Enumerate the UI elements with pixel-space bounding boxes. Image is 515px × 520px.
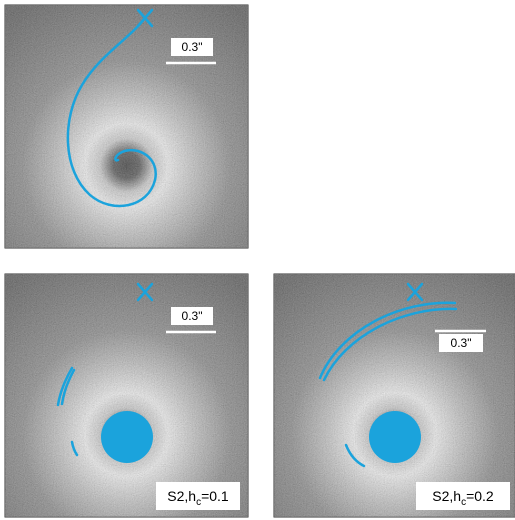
scale-label: 0.3" — [182, 309, 203, 323]
panel: 0.3" — [5, 5, 248, 248]
caption-suffix: =0.1 — [201, 488, 229, 504]
scale-label: 0.3" — [451, 336, 472, 350]
mask-disk — [101, 411, 153, 463]
caption-prefix: S2,h — [167, 488, 196, 504]
figure: 0.3" 0.3" S2,hc=0.1 0.3" S2,hc=0.2 — [0, 0, 515, 520]
panel: 0.3" S2,hc=0.1 — [5, 274, 248, 517]
mask-disk — [369, 411, 421, 463]
caption-suffix: =0.2 — [466, 488, 494, 504]
image-noise — [274, 274, 515, 517]
panel: 0.3" S2,hc=0.2 — [274, 274, 515, 517]
caption-prefix: S2,h — [432, 488, 461, 504]
scale-label: 0.3" — [182, 40, 203, 54]
